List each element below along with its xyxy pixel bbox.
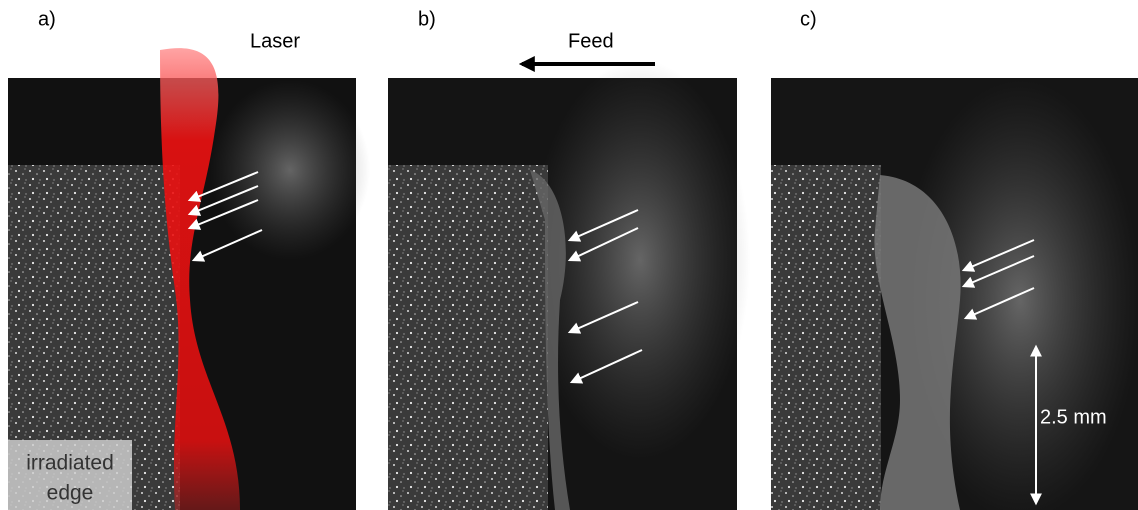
figure: irradiated edge 2.5 mm a) b) c) Laser F bbox=[0, 0, 1138, 510]
panel-label: c) bbox=[800, 8, 817, 30]
scale-label: 2.5 mm bbox=[1040, 406, 1107, 428]
inset-line: edge bbox=[47, 482, 94, 505]
laser-label: Laser bbox=[250, 30, 300, 52]
inset-line: irradiated bbox=[26, 452, 114, 475]
panel-b bbox=[388, 60, 750, 510]
panel-label: a) bbox=[38, 8, 56, 30]
panel-a: irradiated edge bbox=[8, 48, 370, 510]
panel-label: b) bbox=[418, 8, 436, 30]
panel-c: 2.5 mm bbox=[771, 78, 1138, 510]
feed-label: Feed bbox=[568, 30, 614, 52]
